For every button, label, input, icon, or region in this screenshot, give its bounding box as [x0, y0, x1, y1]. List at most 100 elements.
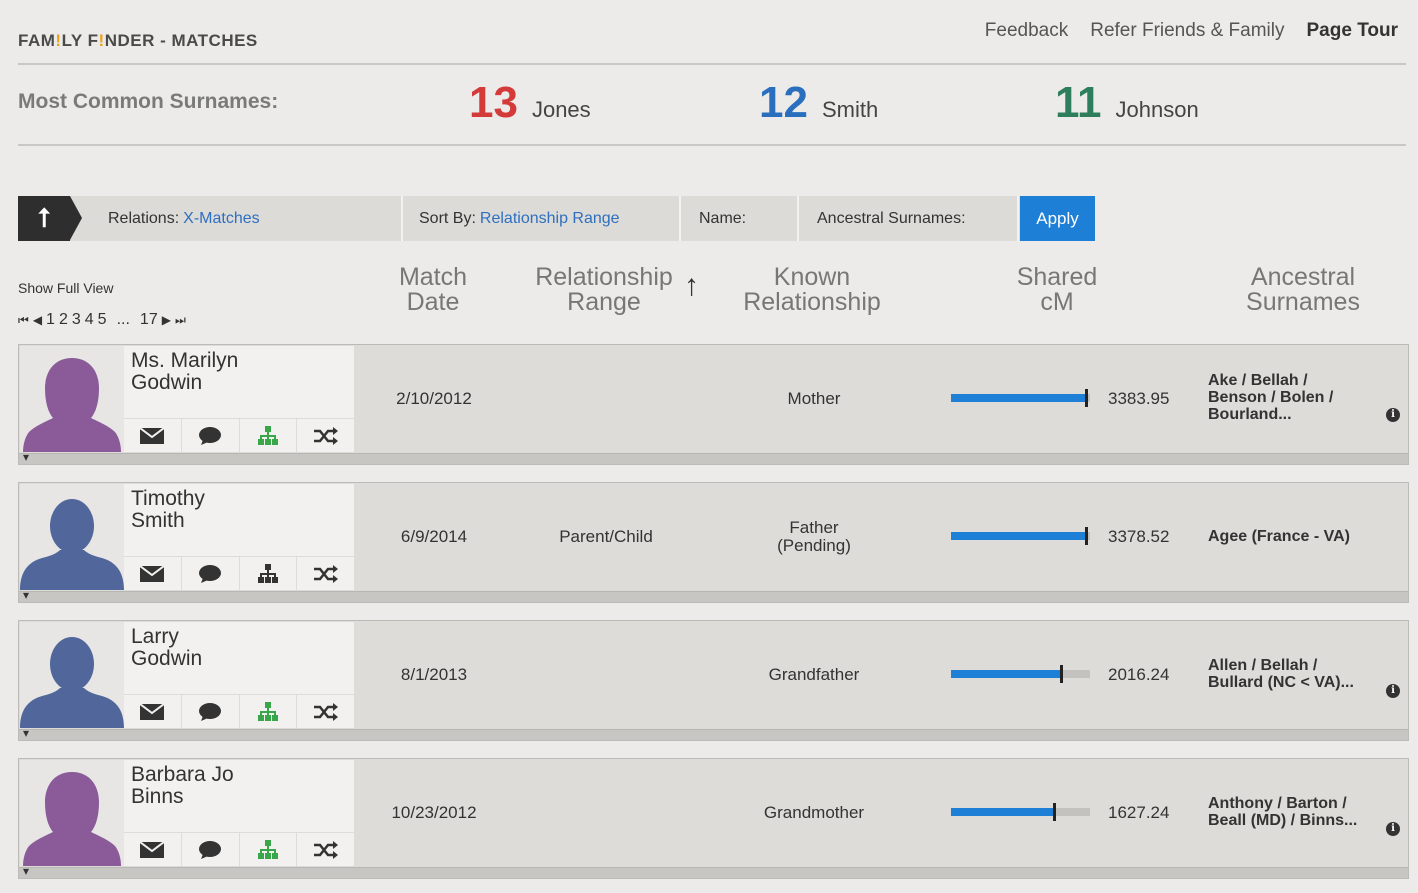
match-date: 8/1/2013	[400, 665, 468, 684]
page-3[interactable]: 3	[71, 311, 81, 328]
shared-cm-value: 1627.24	[1108, 803, 1170, 822]
pager: ⏮ ◀ 1 2 3 4 5 ... 17 ▶ ⏭	[18, 311, 186, 329]
ancestral-surnames[interactable]: Ake / Bellah / Benson / Bolen / Bourland..…	[1208, 372, 1334, 423]
page-17[interactable]: 17	[139, 311, 158, 328]
family-tree-icon[interactable]	[240, 557, 298, 590]
avatar[interactable]	[20, 484, 124, 590]
family-tree-icon[interactable]	[240, 695, 298, 728]
shared-cm-value: 2016.24	[1108, 665, 1170, 684]
note-bubble-icon[interactable]	[182, 833, 240, 866]
shuffle-icon[interactable]	[297, 419, 354, 452]
shared-cm-value: 3378.52	[1108, 527, 1170, 546]
match-row[interactable]: Barbara Jo Binns 10/23/2012 Grandmother 1627…	[18, 758, 1409, 879]
page-2[interactable]: 2	[58, 311, 68, 328]
page-tour-link[interactable]: Page Tour	[1306, 20, 1399, 41]
page-ellipsis: ...	[116, 311, 130, 328]
prev-page-icon[interactable]: ◀	[32, 313, 43, 327]
match-name[interactable]: Barbara Jo Binns	[131, 763, 234, 808]
page-1[interactable]: 1	[46, 311, 55, 328]
expand-toggle[interactable]	[19, 726, 1408, 740]
filter-bar: ⭡ Relations: X-Matches Sort By: Relationsh…	[18, 196, 1095, 241]
shared-cm-bar	[951, 665, 1090, 683]
match-card: Ms. Marilyn Godwin	[124, 346, 354, 452]
match-actions	[124, 832, 354, 866]
col-relationship-range[interactable]: Relationship Range ↑	[535, 263, 699, 316]
first-page-icon[interactable]: ⏮	[18, 312, 29, 327]
note-bubble-icon[interactable]	[182, 419, 240, 452]
known-relationship: Father (Pending)	[777, 518, 851, 555]
surname-smith[interactable]: 12 Smith	[759, 78, 879, 127]
match-actions	[124, 694, 354, 728]
brand-title: FAM!LY F!NDER - MATCHES	[18, 31, 258, 50]
match-date: 6/9/2014	[400, 527, 468, 546]
shuffle-icon[interactable]	[297, 695, 354, 728]
shared-cm-bar	[951, 389, 1090, 407]
header-divider	[18, 63, 1406, 65]
page-5[interactable]: 5	[97, 311, 107, 328]
email-icon[interactable]	[124, 695, 182, 728]
show-full-view-link[interactable]: Show Full View	[18, 280, 114, 296]
ancestral-surnames-filter[interactable]: Ancestral Surnames:	[799, 196, 1019, 241]
note-bubble-icon[interactable]	[182, 695, 240, 728]
ancestral-surnames[interactable]: Agee (France - VA)	[1208, 528, 1350, 545]
known-relationship: Grandfather	[768, 665, 860, 684]
upload-button[interactable]: ⭡	[18, 196, 82, 241]
expand-toggle[interactable]	[19, 588, 1408, 602]
surnames-label: Most Common Surnames:	[18, 90, 279, 113]
shared-cm-value: 3383.95	[1108, 389, 1170, 408]
match-name[interactable]: Ms. Marilyn Godwin	[131, 349, 239, 394]
expand-toggle[interactable]	[19, 864, 1408, 878]
top-links: Feedback Refer Friends & Family Page Tou…	[985, 20, 1398, 42]
info-icon[interactable]: i	[1386, 408, 1400, 422]
col-known-relationship[interactable]: Known Relationship	[743, 263, 881, 316]
surname-johnson[interactable]: 11 Johnson	[1055, 78, 1199, 127]
surnames-divider	[18, 144, 1406, 146]
shuffle-icon[interactable]	[297, 557, 354, 590]
name-filter[interactable]: Name:	[681, 196, 799, 241]
sort-by-filter[interactable]: Sort By: Relationship Range	[403, 196, 681, 241]
match-row[interactable]: Larry Godwin 8/1/2013 Grandfather 2016.24 All…	[18, 620, 1409, 741]
match-actions	[124, 556, 354, 590]
feedback-link[interactable]: Feedback	[984, 20, 1069, 41]
known-relationship: Grandmother	[763, 803, 865, 822]
info-icon[interactable]: i	[1386, 822, 1400, 836]
relationship-range: Parent/Child	[559, 527, 653, 546]
page-4[interactable]: 4	[84, 311, 94, 328]
avatar[interactable]	[20, 346, 124, 452]
refer-link[interactable]: Refer Friends & Family	[1090, 20, 1285, 41]
avatar[interactable]	[20, 760, 124, 866]
apply-button[interactable]: Apply	[1020, 196, 1095, 241]
info-icon[interactable]: i	[1386, 684, 1400, 698]
known-relationship: Mother	[787, 389, 841, 408]
ancestral-surnames[interactable]: Anthony / Barton / Beall (MD) / Binns...	[1208, 795, 1358, 829]
relations-filter[interactable]: Relations: X-Matches	[70, 196, 403, 241]
family-tree-icon[interactable]	[240, 419, 298, 452]
family-tree-icon[interactable]	[240, 833, 298, 866]
shared-cm-bar	[951, 803, 1090, 821]
match-date: 10/23/2012	[391, 803, 477, 822]
avatar[interactable]	[20, 622, 124, 728]
match-card: Timothy Smith	[124, 484, 354, 590]
match-name[interactable]: Larry Godwin	[131, 625, 203, 670]
email-icon[interactable]	[124, 557, 182, 590]
last-page-icon[interactable]: ⏭	[174, 312, 186, 327]
expand-toggle[interactable]	[19, 450, 1408, 464]
col-ancestral-surnames[interactable]: Ancestral Surnames	[1246, 263, 1360, 316]
note-bubble-icon[interactable]	[182, 557, 240, 590]
upload-arrow-icon: ⭡	[37, 202, 51, 233]
email-icon[interactable]	[124, 419, 182, 452]
match-row[interactable]: Ms. Marilyn Godwin 2/10/2012 Mother 3383.95 A…	[18, 344, 1409, 465]
col-shared-cm[interactable]: Shared cM	[1016, 263, 1098, 316]
match-card: Larry Godwin	[124, 622, 354, 728]
surname-jones[interactable]: 13 Jones	[469, 78, 591, 127]
match-actions	[124, 418, 354, 452]
next-page-icon[interactable]: ▶	[161, 313, 171, 327]
ancestral-surnames[interactable]: Allen / Bellah / Bullard (NC < VA)...	[1208, 657, 1354, 691]
shared-cm-bar	[951, 527, 1090, 545]
match-name[interactable]: Timothy Smith	[131, 487, 205, 532]
match-row[interactable]: Timothy Smith 6/9/2014 Parent/Child Father (P…	[18, 482, 1409, 603]
sort-up-arrow-icon: ↑	[684, 269, 699, 302]
email-icon[interactable]	[124, 833, 182, 866]
col-match-date[interactable]: Match Date	[398, 263, 468, 316]
shuffle-icon[interactable]	[297, 833, 354, 866]
